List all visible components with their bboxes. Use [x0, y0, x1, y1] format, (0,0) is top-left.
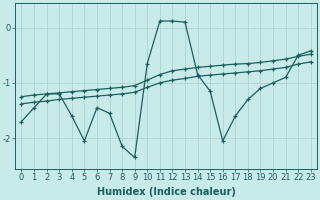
X-axis label: Humidex (Indice chaleur): Humidex (Indice chaleur) — [97, 187, 236, 197]
